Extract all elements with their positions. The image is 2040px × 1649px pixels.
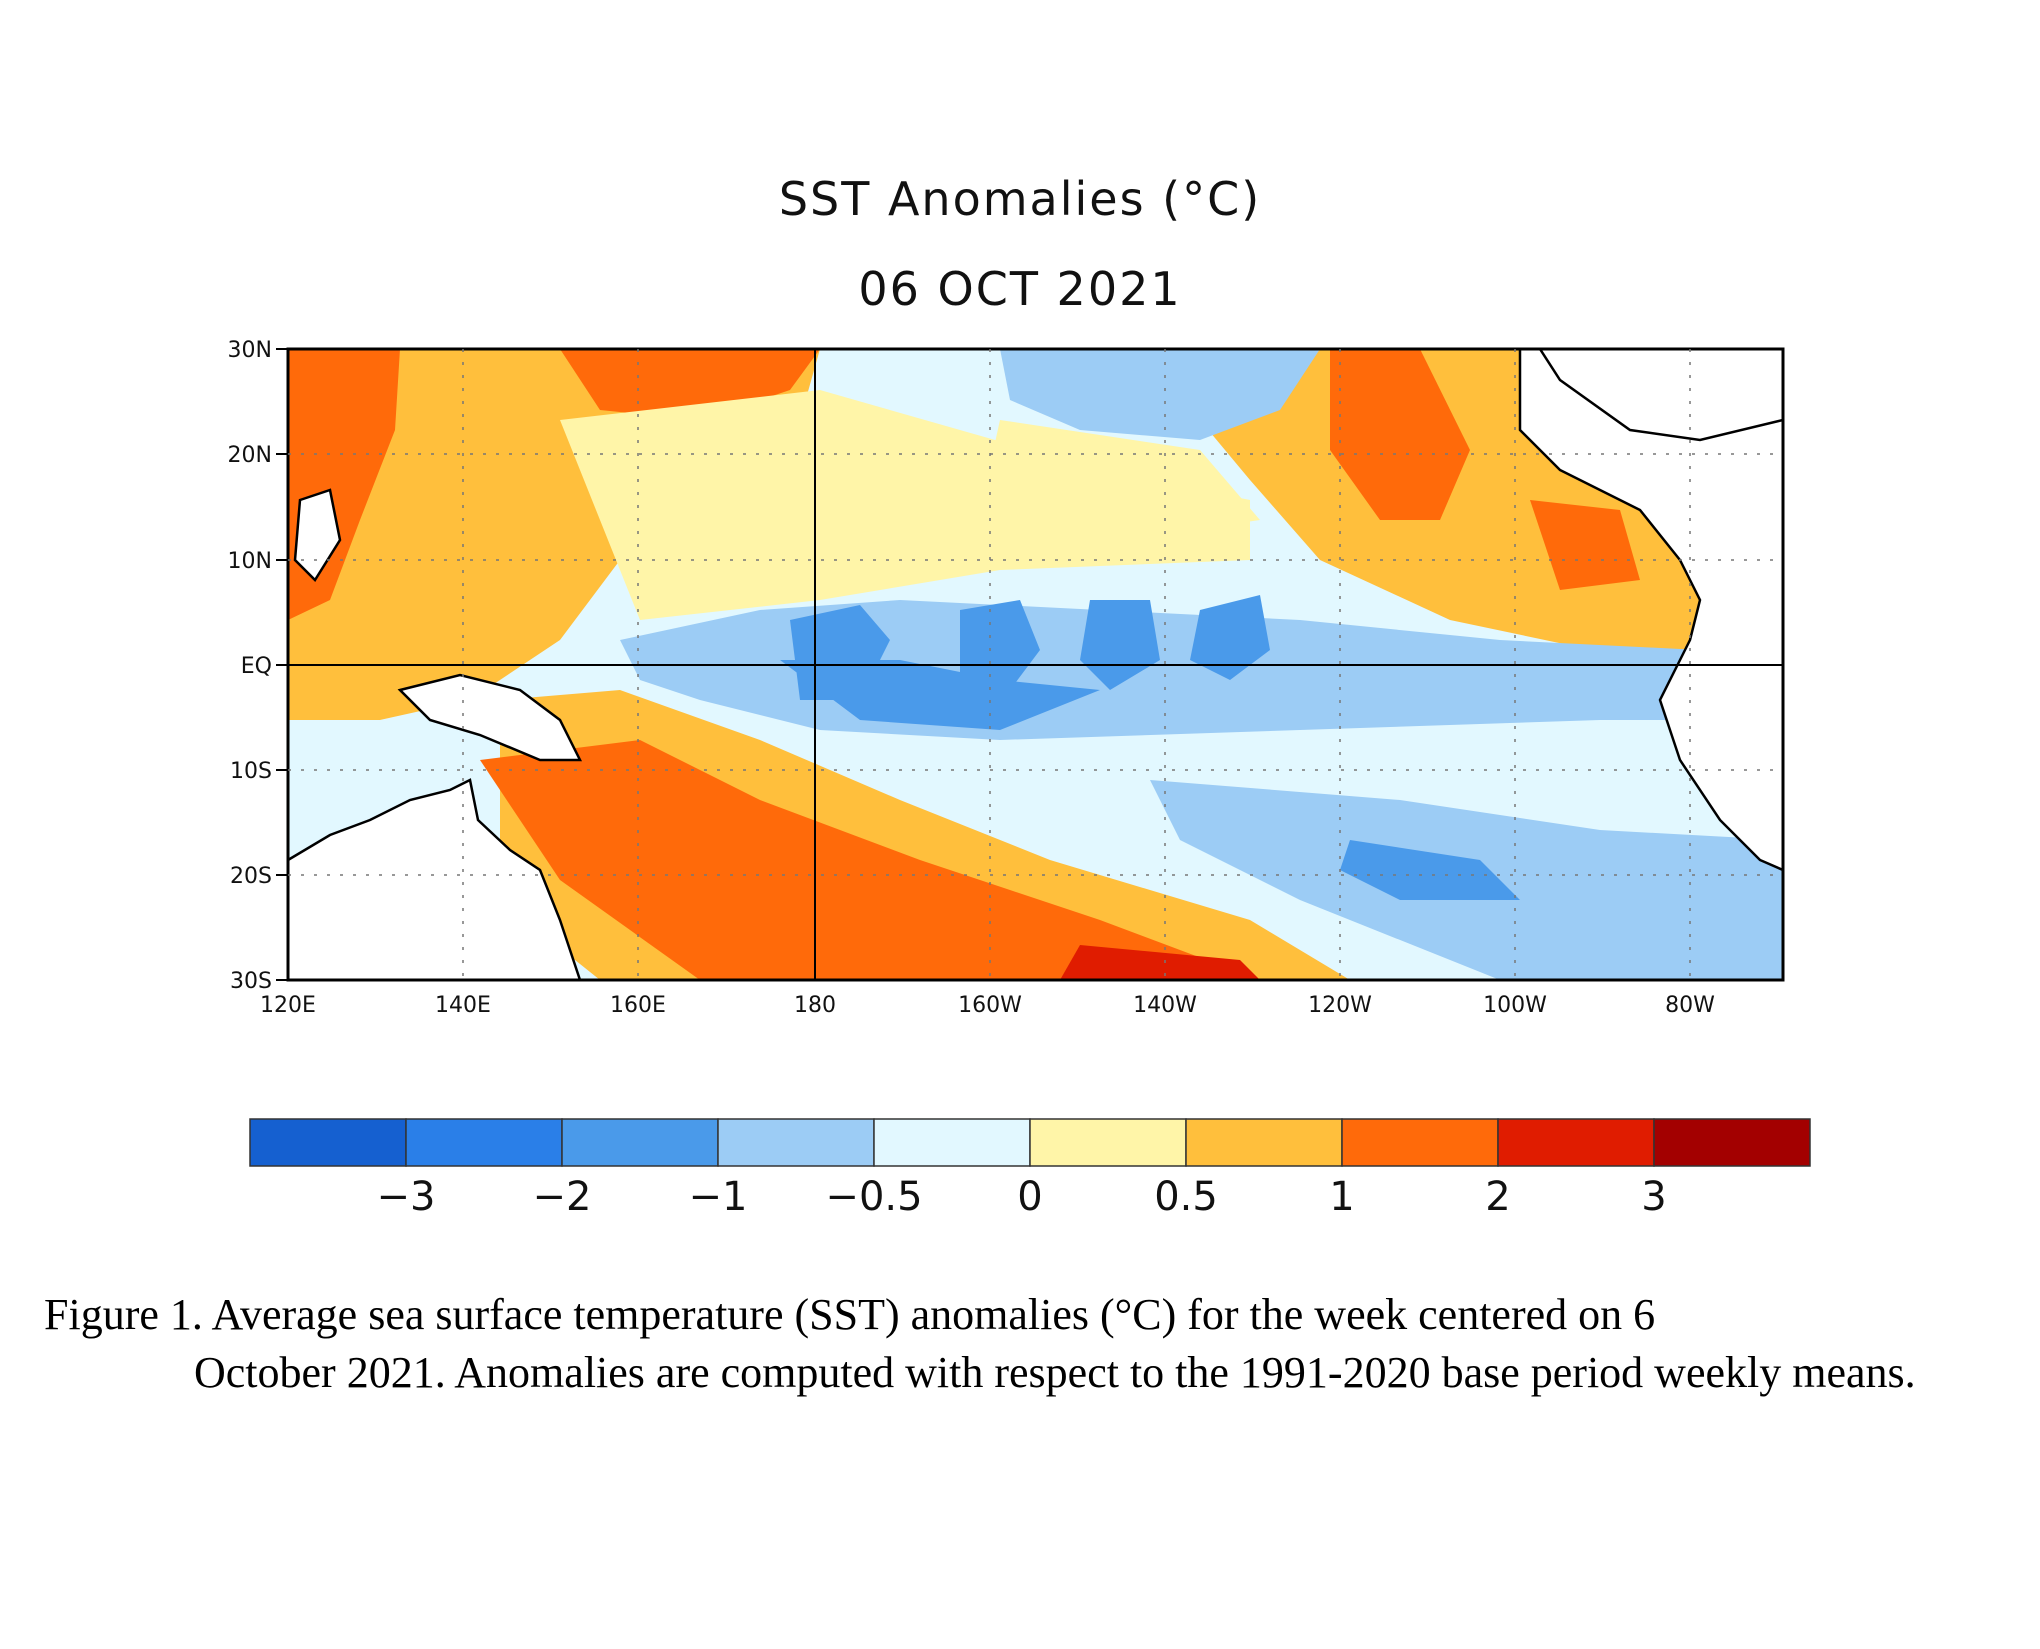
- colorbar-tick-label: −1: [689, 1174, 748, 1220]
- colorbar-swatch: [561, 1118, 719, 1167]
- colorbar-tick-label: 0: [1017, 1174, 1042, 1220]
- new-guinea-land: [397, 673, 583, 762]
- grid-lines: [288, 349, 1783, 980]
- colorbar-tick-label: 2: [1485, 1174, 1510, 1220]
- north-yellow-patch: [980, 420, 1260, 540]
- lat-label: 20N: [228, 443, 272, 468]
- colorbar-swatch: [1497, 1118, 1655, 1167]
- north-cool-patch: [1000, 349, 1320, 440]
- lon-label: 160W: [958, 993, 1022, 1018]
- colorbar-tick-label: 1: [1329, 1174, 1354, 1220]
- lon-label: 160E: [610, 993, 666, 1018]
- americas-land: [1390, 349, 1783, 872]
- lat-label: 10S: [230, 759, 272, 784]
- lat-label: 20S: [230, 864, 272, 889]
- lon-label: 140W: [1133, 993, 1197, 1018]
- south-hot-spot: [1060, 945, 1260, 980]
- caption-continuation: October 2021. Anomalies are computed wit…: [194, 1348, 1916, 1397]
- colorbar-swatch: [1341, 1118, 1499, 1167]
- lon-label: 120W: [1308, 993, 1372, 1018]
- map-subtitle: 06 OCT 2021: [858, 262, 1182, 316]
- lon-label: 100W: [1483, 993, 1547, 1018]
- colorbar-swatch: [1185, 1118, 1343, 1167]
- caption-line-1: Figure 1. Average sea surface temperatur…: [44, 1290, 1656, 1339]
- australia-land: [288, 778, 582, 980]
- colorbar-swatch: [249, 1118, 407, 1167]
- southeast-cool-core: [1340, 840, 1520, 900]
- lat-label: 30N: [228, 338, 272, 363]
- southwest-warm-core: [480, 740, 1260, 980]
- colorbar-swatch: [1653, 1118, 1811, 1167]
- land: [288, 349, 1783, 980]
- colorbar-tick-label: −3: [377, 1174, 436, 1220]
- lon-label: 120E: [260, 993, 316, 1018]
- caribbean-land: [1538, 349, 1783, 442]
- colorbar-swatch: [873, 1118, 1031, 1167]
- lon-label: 80W: [1665, 993, 1715, 1018]
- lon-label: 140E: [435, 993, 491, 1018]
- colorbar-tick-label: 3: [1641, 1174, 1666, 1220]
- lat-label: 10N: [228, 549, 272, 574]
- central-north-warm: [560, 349, 820, 420]
- lat-label: 30S: [230, 969, 272, 994]
- north-yellow-band: [560, 390, 1250, 620]
- colorbar-swatch: [1029, 1118, 1187, 1167]
- colorbar: −3 −2 −1 −0.5 0 0.5 1 2 3: [249, 1118, 1811, 1220]
- colorbar-tick-label: −0.5: [825, 1174, 922, 1220]
- northeast-warm-core: [1330, 349, 1470, 520]
- central-america-warm: [1530, 500, 1640, 590]
- map-title: SST Anomalies (°C): [778, 172, 1262, 226]
- cold-tongue-core: [780, 660, 1100, 730]
- tropical-instability-waves: [790, 595, 1270, 700]
- anomaly-field: [288, 349, 1783, 980]
- colorbar-tick-label: −2: [533, 1174, 592, 1220]
- colorbar-swatch: [405, 1118, 563, 1167]
- figure-caption: Figure 1. Average sea surface temperatur…: [44, 1286, 1974, 1402]
- colorbar-swatch: [717, 1118, 875, 1167]
- lon-label: 180: [794, 993, 836, 1018]
- lat-label: EQ: [241, 654, 272, 679]
- sst-anomaly-map: 30N 20N 10N EQ 10S 20S 30S 120E 140E 160…: [228, 338, 1811, 1220]
- colorbar-tick-label: 0.5: [1154, 1174, 1218, 1220]
